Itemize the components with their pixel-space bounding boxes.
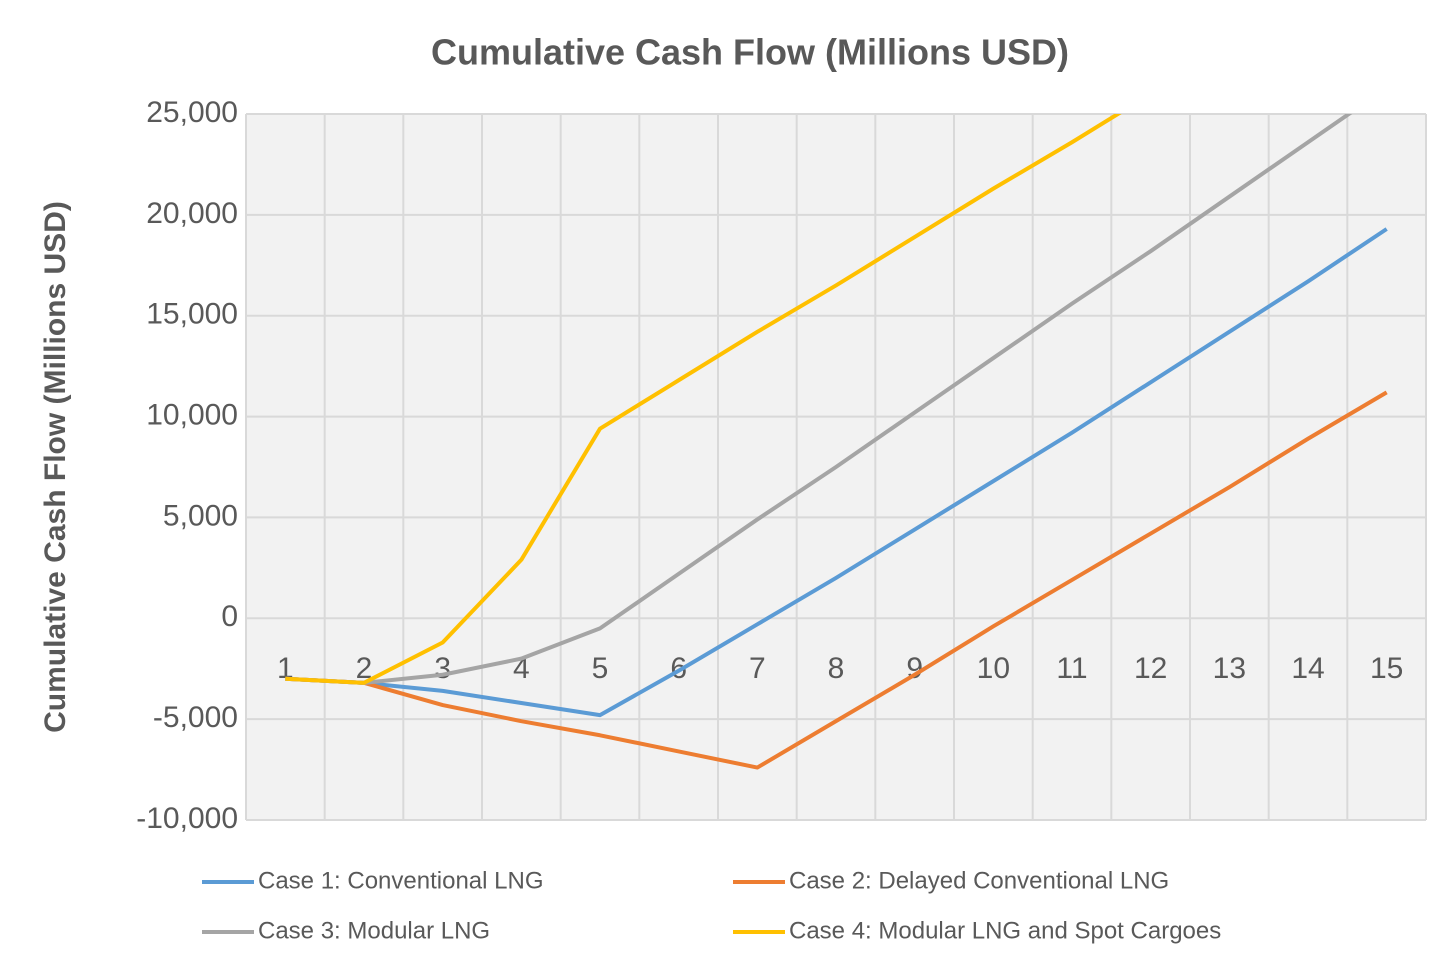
x-tick-label: 7 [749, 652, 766, 685]
y-tick-label: 5,000 [163, 499, 238, 532]
legend-label: Case 2: Delayed Conventional LNG [789, 867, 1169, 894]
x-tick-label: 14 [1291, 652, 1324, 685]
series-line [285, 390, 1388, 770]
x-tick-label: 12 [1134, 652, 1167, 685]
x-tick-label: 15 [1370, 652, 1403, 685]
series-line [285, 114, 1353, 685]
y-tick-label: 0 [221, 600, 238, 633]
plot-lines [285, 114, 1388, 770]
legend-label: Case 4: Modular LNG and Spot Cargoes [789, 917, 1221, 944]
x-tick-label: 10 [977, 652, 1010, 685]
y-axis-title: Cumulative Cash Flow (Millions USD) [39, 201, 72, 733]
x-tick-label: 11 [1056, 652, 1087, 685]
y-tick-label: 25,000 [146, 96, 238, 129]
legend-label: Case 1: Conventional LNG [258, 867, 544, 894]
y-tick-label: -10,000 [136, 802, 238, 835]
legend-label: Case 3: Modular LNG [258, 917, 490, 944]
y-tick-label: 20,000 [146, 197, 238, 230]
series-line [285, 114, 1122, 685]
chart-title: Cumulative Cash Flow (Millions USD) [431, 32, 1069, 73]
series-line [285, 227, 1388, 718]
y-tick-label: 15,000 [146, 298, 238, 331]
x-tick-label: 3 [434, 652, 451, 685]
x-tick-label: 13 [1213, 652, 1246, 685]
x-tick-label: 8 [828, 652, 845, 685]
y-tick-label: -5,000 [153, 701, 238, 734]
x-tick-label: 2 [356, 652, 373, 685]
x-tick-label: 1 [277, 652, 294, 685]
y-tick-label: 10,000 [146, 398, 238, 431]
x-tick-label: 5 [592, 652, 609, 685]
